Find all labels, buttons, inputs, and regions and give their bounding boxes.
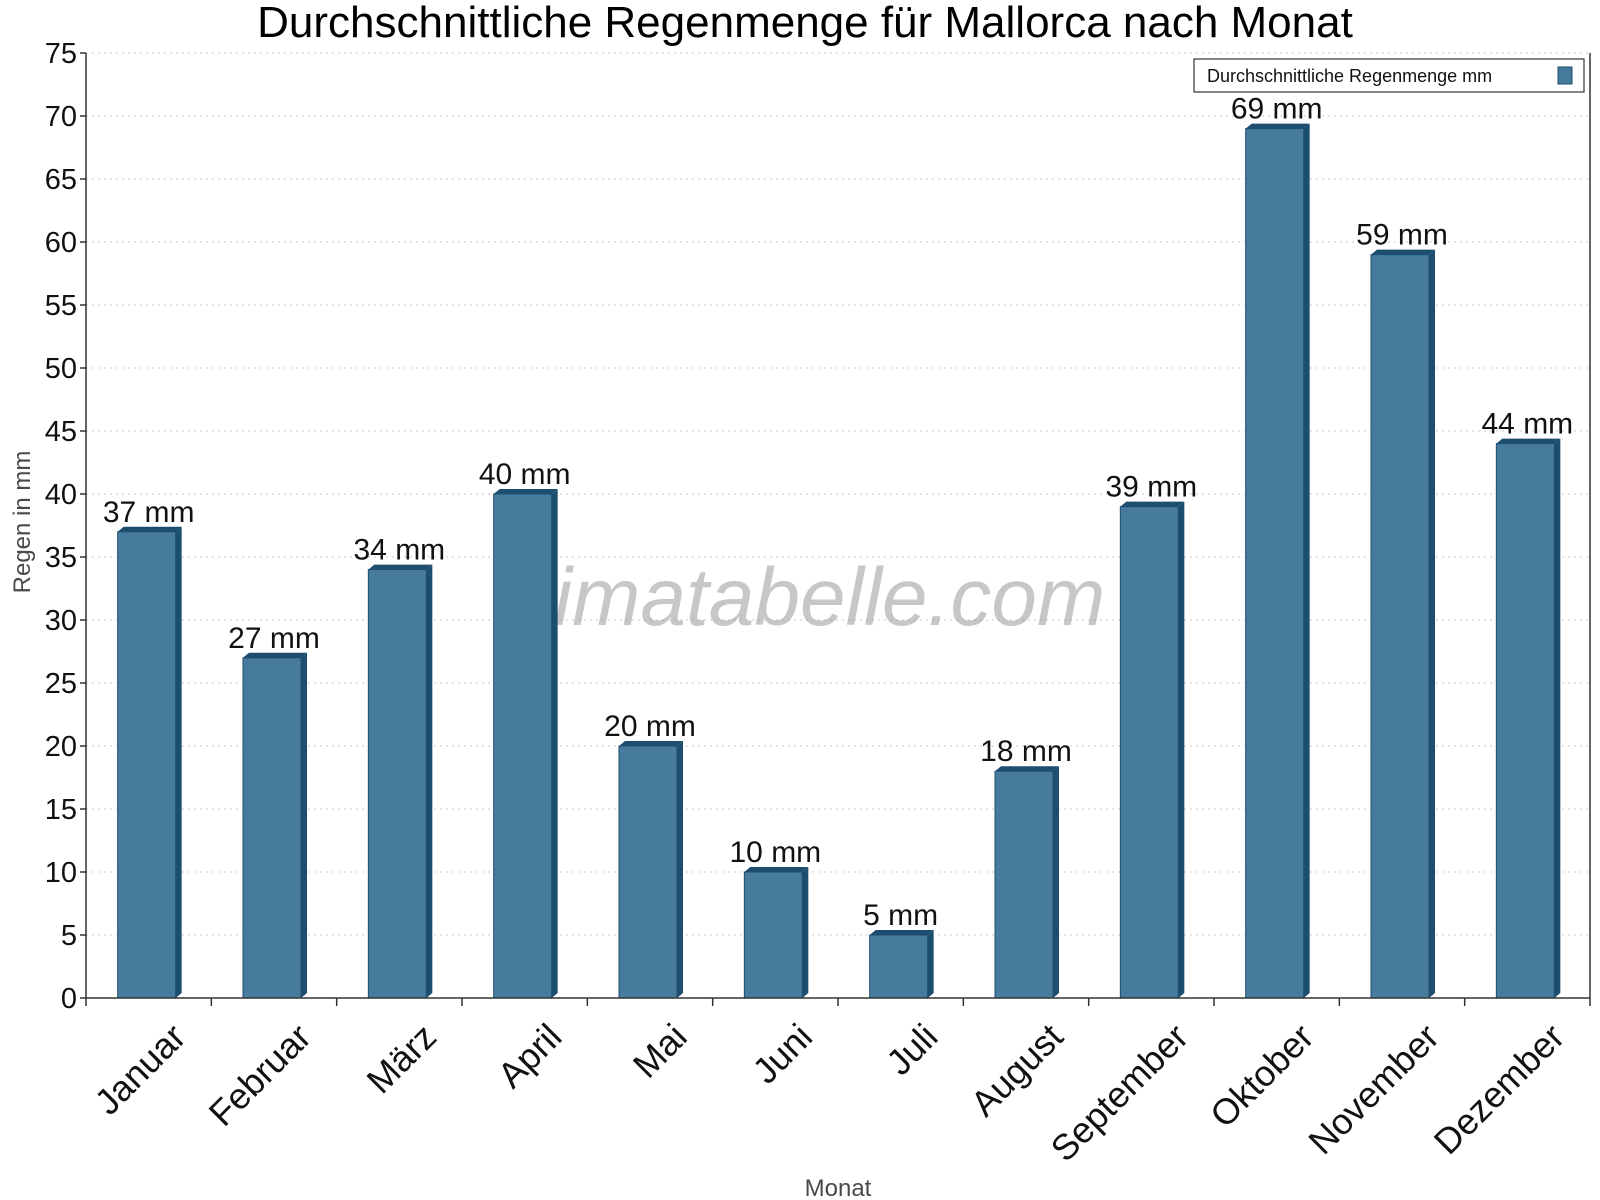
- data-label: 18 mm: [980, 735, 1072, 768]
- bar: [493, 493, 553, 999]
- grid-lines: [86, 52, 1590, 936]
- bar-side: [1429, 249, 1435, 999]
- x-tick-label: Januar: [87, 1016, 194, 1123]
- bar-side: [802, 867, 809, 998]
- bar-top: [869, 930, 934, 935]
- x-tick-label: Mai: [625, 1016, 695, 1086]
- x-tick-label: September: [1043, 1016, 1197, 1170]
- data-label: 59 mm: [1356, 219, 1448, 252]
- bar: [994, 770, 1054, 999]
- data-labels: 37 mm 27 mm 34 mm 40 mm 20 mm 10 mm 5 mm 18 mm 3…: [103, 93, 1573, 932]
- bar-top: [1496, 438, 1561, 444]
- data-label: 5 mm: [863, 899, 938, 932]
- bar-top: [995, 766, 1059, 772]
- y-tick-label: 0: [61, 983, 77, 1015]
- x-tick-label: Juli: [878, 1016, 945, 1083]
- bar: [242, 657, 302, 999]
- bar-side: [1554, 438, 1561, 999]
- y-tick-label: 5: [61, 920, 77, 952]
- y-tick-label: 35: [45, 542, 77, 574]
- bar: [117, 531, 177, 999]
- bar-top: [1120, 501, 1185, 507]
- bar-side: [426, 564, 433, 998]
- bar-top: [368, 564, 433, 570]
- y-tick-label: 50: [45, 353, 77, 385]
- bar-top: [243, 652, 307, 658]
- y-tick-label: 65: [45, 164, 77, 196]
- x-axis-label: Monat: [805, 1175, 872, 1200]
- bar-top: [1371, 249, 1435, 255]
- bar-side: [677, 741, 683, 998]
- y-tick-label: 40: [45, 479, 77, 511]
- data-label: 39 mm: [1105, 471, 1197, 504]
- y-tick-label: 20: [45, 731, 77, 763]
- data-label: 37 mm: [103, 496, 195, 529]
- data-label: 10 mm: [729, 836, 821, 869]
- y-axis-label: Regen in mm: [9, 451, 36, 594]
- bar-top: [744, 867, 809, 872]
- bar-side: [551, 489, 558, 998]
- bar-top: [619, 741, 683, 746]
- bar-side: [301, 652, 307, 998]
- x-tick-label: Oktober: [1202, 1016, 1322, 1136]
- y-tick-label: 15: [45, 794, 77, 826]
- x-tick-label: Juni: [744, 1016, 820, 1092]
- y-tick-label: 60: [45, 227, 77, 259]
- legend-box: [1193, 58, 1585, 93]
- bar: [367, 569, 427, 999]
- x-tick-label: März: [359, 1016, 445, 1102]
- bar-side: [927, 930, 934, 998]
- data-label: 27 mm: [228, 622, 320, 655]
- x-tick-label: April: [489, 1016, 569, 1096]
- bar: [743, 871, 803, 999]
- bar: [1245, 128, 1305, 999]
- axes: [80, 52, 1591, 1006]
- data-label: 44 mm: [1481, 408, 1573, 441]
- chart-title: Durchschnittliche Regenmenge für Mallorc…: [257, 0, 1353, 47]
- y-tick-label: 55: [45, 290, 77, 322]
- y-tick-label: 10: [45, 857, 77, 889]
- watermark: klimatabelle.com: [495, 552, 1106, 643]
- bar-side: [175, 526, 182, 998]
- legend-swatch: [1557, 66, 1573, 85]
- bar-top: [117, 526, 182, 532]
- y-tick-label: 75: [45, 38, 77, 70]
- x-tick-label: August: [963, 1016, 1071, 1124]
- data-label: 34 mm: [353, 534, 445, 567]
- bar: [869, 934, 929, 999]
- bar-side: [1178, 501, 1185, 998]
- bar: [1370, 254, 1430, 999]
- y-tick-labels: 0 5 10 15 20 25 30 35 40 45 50 55 60 65 70 75: [45, 38, 77, 1015]
- data-label: 40 mm: [479, 458, 571, 491]
- x-tick-label: Februar: [201, 1016, 319, 1134]
- bar-side: [1303, 123, 1310, 999]
- x-tick-label: November: [1300, 1016, 1446, 1162]
- bar: [1119, 506, 1179, 999]
- x-tick-labels: Januar Februar März April Mai Juni Juli AugustS…: [87, 1016, 1573, 1170]
- legend: Durchschnittliche Regenmenge mm: [1193, 58, 1585, 93]
- bar-top: [493, 489, 558, 494]
- bar-side: [1053, 766, 1059, 998]
- legend-label: Durchschnittliche Regenmenge mm: [1207, 66, 1492, 86]
- y-tick-label: 30: [45, 605, 77, 637]
- x-tick-label: Dezember: [1426, 1016, 1572, 1162]
- bar: [618, 745, 678, 999]
- bar-top: [1245, 123, 1310, 129]
- y-tick-label: 45: [45, 416, 77, 448]
- data-label: 69 mm: [1231, 93, 1323, 126]
- bar: [1495, 443, 1555, 999]
- y-tick-label: 70: [45, 101, 77, 133]
- y-tick-label: 25: [45, 668, 77, 700]
- data-label: 20 mm: [604, 710, 696, 743]
